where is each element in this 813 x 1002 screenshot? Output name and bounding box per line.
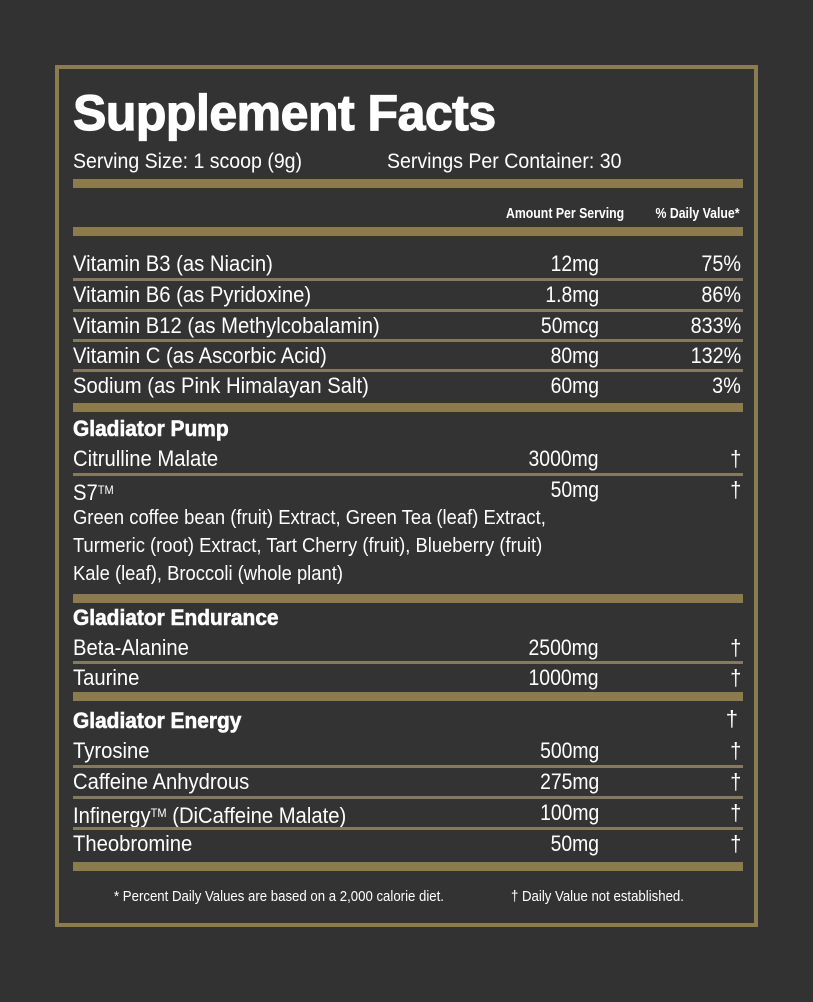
- nutrient-daily-value: 86%: [701, 282, 741, 307]
- divider-thin: [73, 309, 743, 312]
- footnote-dagger: † Daily Value not established.: [511, 888, 684, 905]
- nutrient-daily-value: 3%: [712, 373, 741, 398]
- ingredient-amount: 500mg: [539, 738, 599, 763]
- blend-line: Turmeric (root) Extract, Tart Cherry (fr…: [73, 535, 543, 557]
- divider-thin: [73, 661, 743, 664]
- nutrient-name: Vitamin C (as Ascorbic Acid): [73, 343, 327, 368]
- blend-ingredients: Green coffee bean (fruit) Extract, Green…: [73, 504, 625, 588]
- ingredient-name: InfinergyTM (DiCaffeine Malate): [73, 803, 347, 828]
- ingredient-name: S7TM: [73, 480, 114, 505]
- nutrient-amount: 1.8mg: [545, 282, 599, 307]
- divider-thick: [73, 862, 743, 871]
- nutrient-amount: 12mg: [550, 251, 599, 276]
- ingredient-row: Theobromine 50mg †: [73, 830, 743, 858]
- ingredient-name: Caffeine Anhydrous: [73, 769, 250, 794]
- ingredient-name: Theobromine: [73, 831, 193, 856]
- blend-line: Kale (leaf), Broccoli (whole plant): [73, 563, 343, 585]
- nutrient-daily-value: 833%: [690, 313, 741, 338]
- nutrient-name: Sodium (as Pink Himalayan Salt): [73, 373, 369, 398]
- nutrient-amount: 60mg: [550, 373, 599, 398]
- dagger-mark: †: [729, 665, 741, 690]
- nutrient-amount: 50mcg: [540, 313, 599, 338]
- dagger-mark: †: [729, 446, 741, 471]
- dagger-mark: †: [729, 831, 741, 856]
- ingredient-name: Tyrosine: [73, 738, 150, 763]
- section-title-gladiator-endurance: Gladiator Endurance: [73, 605, 279, 631]
- divider-thin: [73, 473, 743, 476]
- nutrient-name: Vitamin B12 (as Methylcobalamin): [73, 313, 380, 338]
- nutrient-amount: 80mg: [550, 343, 599, 368]
- nutrient-row: Vitamin B12 (as Methylcobalamin) 50mcg 8…: [73, 312, 743, 340]
- nutrient-daily-value: 75%: [701, 251, 741, 276]
- divider-thick: [73, 594, 743, 603]
- divider-thin: [73, 278, 743, 281]
- ingredient-row: Beta-Alanine 2500mg †: [73, 634, 743, 662]
- ingredient-row: Caffeine Anhydrous 275mg †: [73, 768, 743, 796]
- divider-thin: [73, 796, 743, 799]
- divider-thick: [73, 227, 743, 236]
- trademark-symbol: TM: [150, 806, 167, 820]
- divider-thin: [73, 765, 743, 768]
- nutrient-name: Vitamin B3 (as Niacin): [73, 251, 273, 276]
- servings-per-container: Servings Per Container: 30: [387, 150, 622, 173]
- ingredient-amount: 1000mg: [529, 665, 599, 690]
- dagger-mark: †: [725, 706, 738, 731]
- section-title-gladiator-pump: Gladiator Pump: [73, 416, 229, 442]
- divider-thin: [73, 369, 743, 372]
- divider-thin: [73, 339, 743, 342]
- ingredient-amount: 50mg: [550, 831, 599, 856]
- ingredient-row: Citrulline Malate 3000mg †: [73, 445, 743, 473]
- blend-line: Green coffee bean (fruit) Extract, Green…: [73, 507, 546, 529]
- ingredient-name: Beta-Alanine: [73, 635, 189, 660]
- footnote-percent-daily-value: * Percent Daily Values are based on a 2,…: [114, 888, 444, 905]
- nutrient-row: Vitamin C (as Ascorbic Acid) 80mg 132%: [73, 342, 743, 370]
- nutrient-row: Vitamin B6 (as Pyridoxine) 1.8mg 86%: [73, 281, 743, 309]
- divider-thick: [73, 692, 743, 701]
- section-title-gladiator-energy: Gladiator Energy: [73, 708, 242, 734]
- ingredient-amount: 275mg: [539, 769, 599, 794]
- column-header-daily-value: % Daily Value*: [655, 205, 740, 222]
- label-title: Supplement Facts: [72, 84, 496, 141]
- nutrient-row: Vitamin B3 (as Niacin) 12mg 75%: [73, 250, 743, 278]
- ingredient-row: Taurine 1000mg †: [73, 664, 743, 692]
- divider-thick: [73, 179, 743, 188]
- column-header-amount: Amount Per Serving: [505, 205, 624, 222]
- ingredient-row: InfinergyTM (DiCaffeine Malate) 100mg †: [73, 799, 743, 828]
- nutrient-daily-value: 132%: [690, 343, 741, 368]
- ingredient-amount: 50mg: [550, 477, 599, 502]
- trademark-symbol: TM: [97, 483, 114, 497]
- ingredient-amount: 2500mg: [529, 635, 599, 660]
- ingredient-row: Tyrosine 500mg †: [73, 737, 743, 765]
- ingredient-name: Taurine: [73, 665, 140, 690]
- ingredient-row: S7TM 50mg †: [73, 476, 743, 505]
- ingredient-name: Citrulline Malate: [73, 446, 219, 471]
- divider-thick: [73, 403, 743, 412]
- dagger-mark: †: [729, 769, 741, 794]
- ingredient-amount: 3000mg: [529, 446, 599, 471]
- dagger-mark: †: [729, 477, 741, 502]
- dagger-mark: †: [729, 800, 741, 825]
- supplement-facts-label: Supplement Facts Serving Size: 1 scoop (…: [55, 65, 758, 927]
- dagger-mark: †: [729, 738, 741, 763]
- dagger-mark: †: [729, 635, 741, 660]
- nutrient-row: Sodium (as Pink Himalayan Salt) 60mg 3%: [73, 372, 743, 400]
- serving-size: Serving Size: 1 scoop (9g): [73, 150, 303, 173]
- nutrient-name: Vitamin B6 (as Pyridoxine): [73, 282, 312, 307]
- ingredient-amount: 100mg: [539, 800, 599, 825]
- divider-thin: [73, 827, 743, 830]
